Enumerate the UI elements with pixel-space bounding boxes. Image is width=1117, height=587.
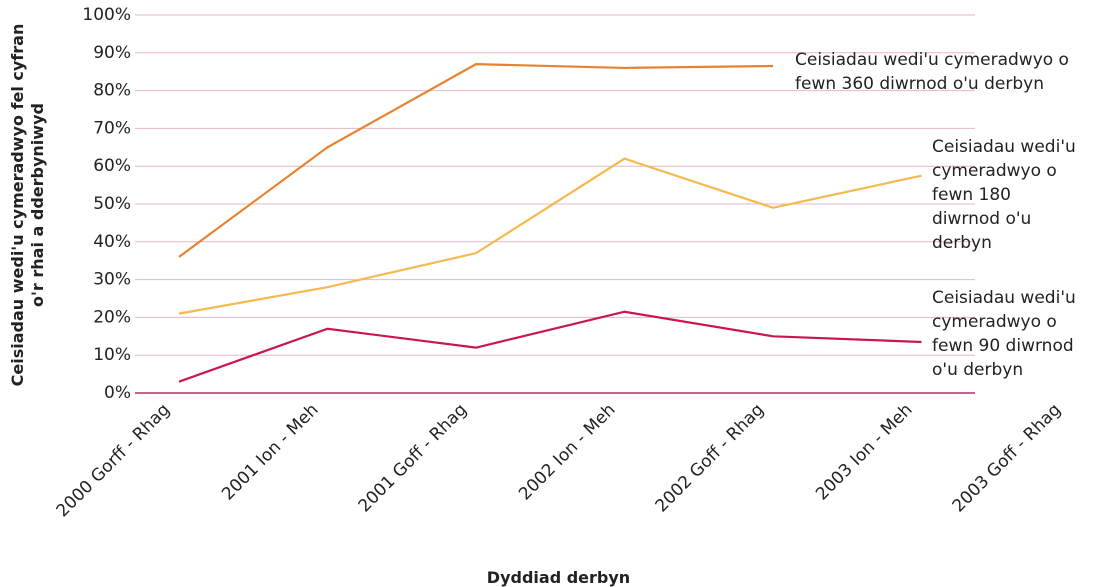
x-tick-label: 2000 Gorff - Rhag — [53, 400, 174, 521]
y-tick-label: 30% — [93, 270, 131, 290]
y-tick-label: 100% — [82, 5, 131, 25]
x-tick-label: 2003 Ion - Meh — [812, 400, 916, 504]
y-tick-label: 40% — [93, 232, 131, 252]
y-tick-label: 70% — [93, 118, 131, 138]
y-axis-label: Ceisiadau wedi'u cymeradwyo fel cyfran o… — [8, 23, 47, 387]
x-tick-label: 2003 Goff - Rhag — [949, 400, 1065, 516]
series-label: Ceisiadau wedi'u cymeradwyo o fewn 90 di… — [932, 288, 1076, 380]
series-label: Ceisiadau wedi'u cymeradwyo o fewn 180 d… — [932, 137, 1076, 253]
x-tick-label: 2002 Goff - Rhag — [652, 400, 768, 516]
y-tick-label: 80% — [93, 81, 131, 101]
y-tick-label: 0% — [104, 383, 131, 403]
series-label: Ceisiadau wedi'u cymeradwyo o fewn 360 d… — [795, 50, 1069, 94]
series-line — [178, 63, 774, 258]
x-tick-label: 2001 Ion - Meh — [218, 400, 322, 504]
y-tick-label: 90% — [93, 43, 131, 63]
series-line — [178, 310, 922, 383]
x-axis-label: Dyddiad derbyn — [486, 568, 631, 587]
series-line — [178, 157, 922, 315]
x-tick-label: 2001 Goff - Rhag — [355, 400, 471, 516]
x-tick-label: 2002 Ion - Meh — [515, 400, 619, 504]
y-tick-label: 60% — [93, 156, 131, 176]
y-tick-label: 50% — [93, 194, 131, 214]
y-tick-label: 20% — [93, 307, 131, 327]
y-tick-label: 10% — [93, 345, 131, 365]
